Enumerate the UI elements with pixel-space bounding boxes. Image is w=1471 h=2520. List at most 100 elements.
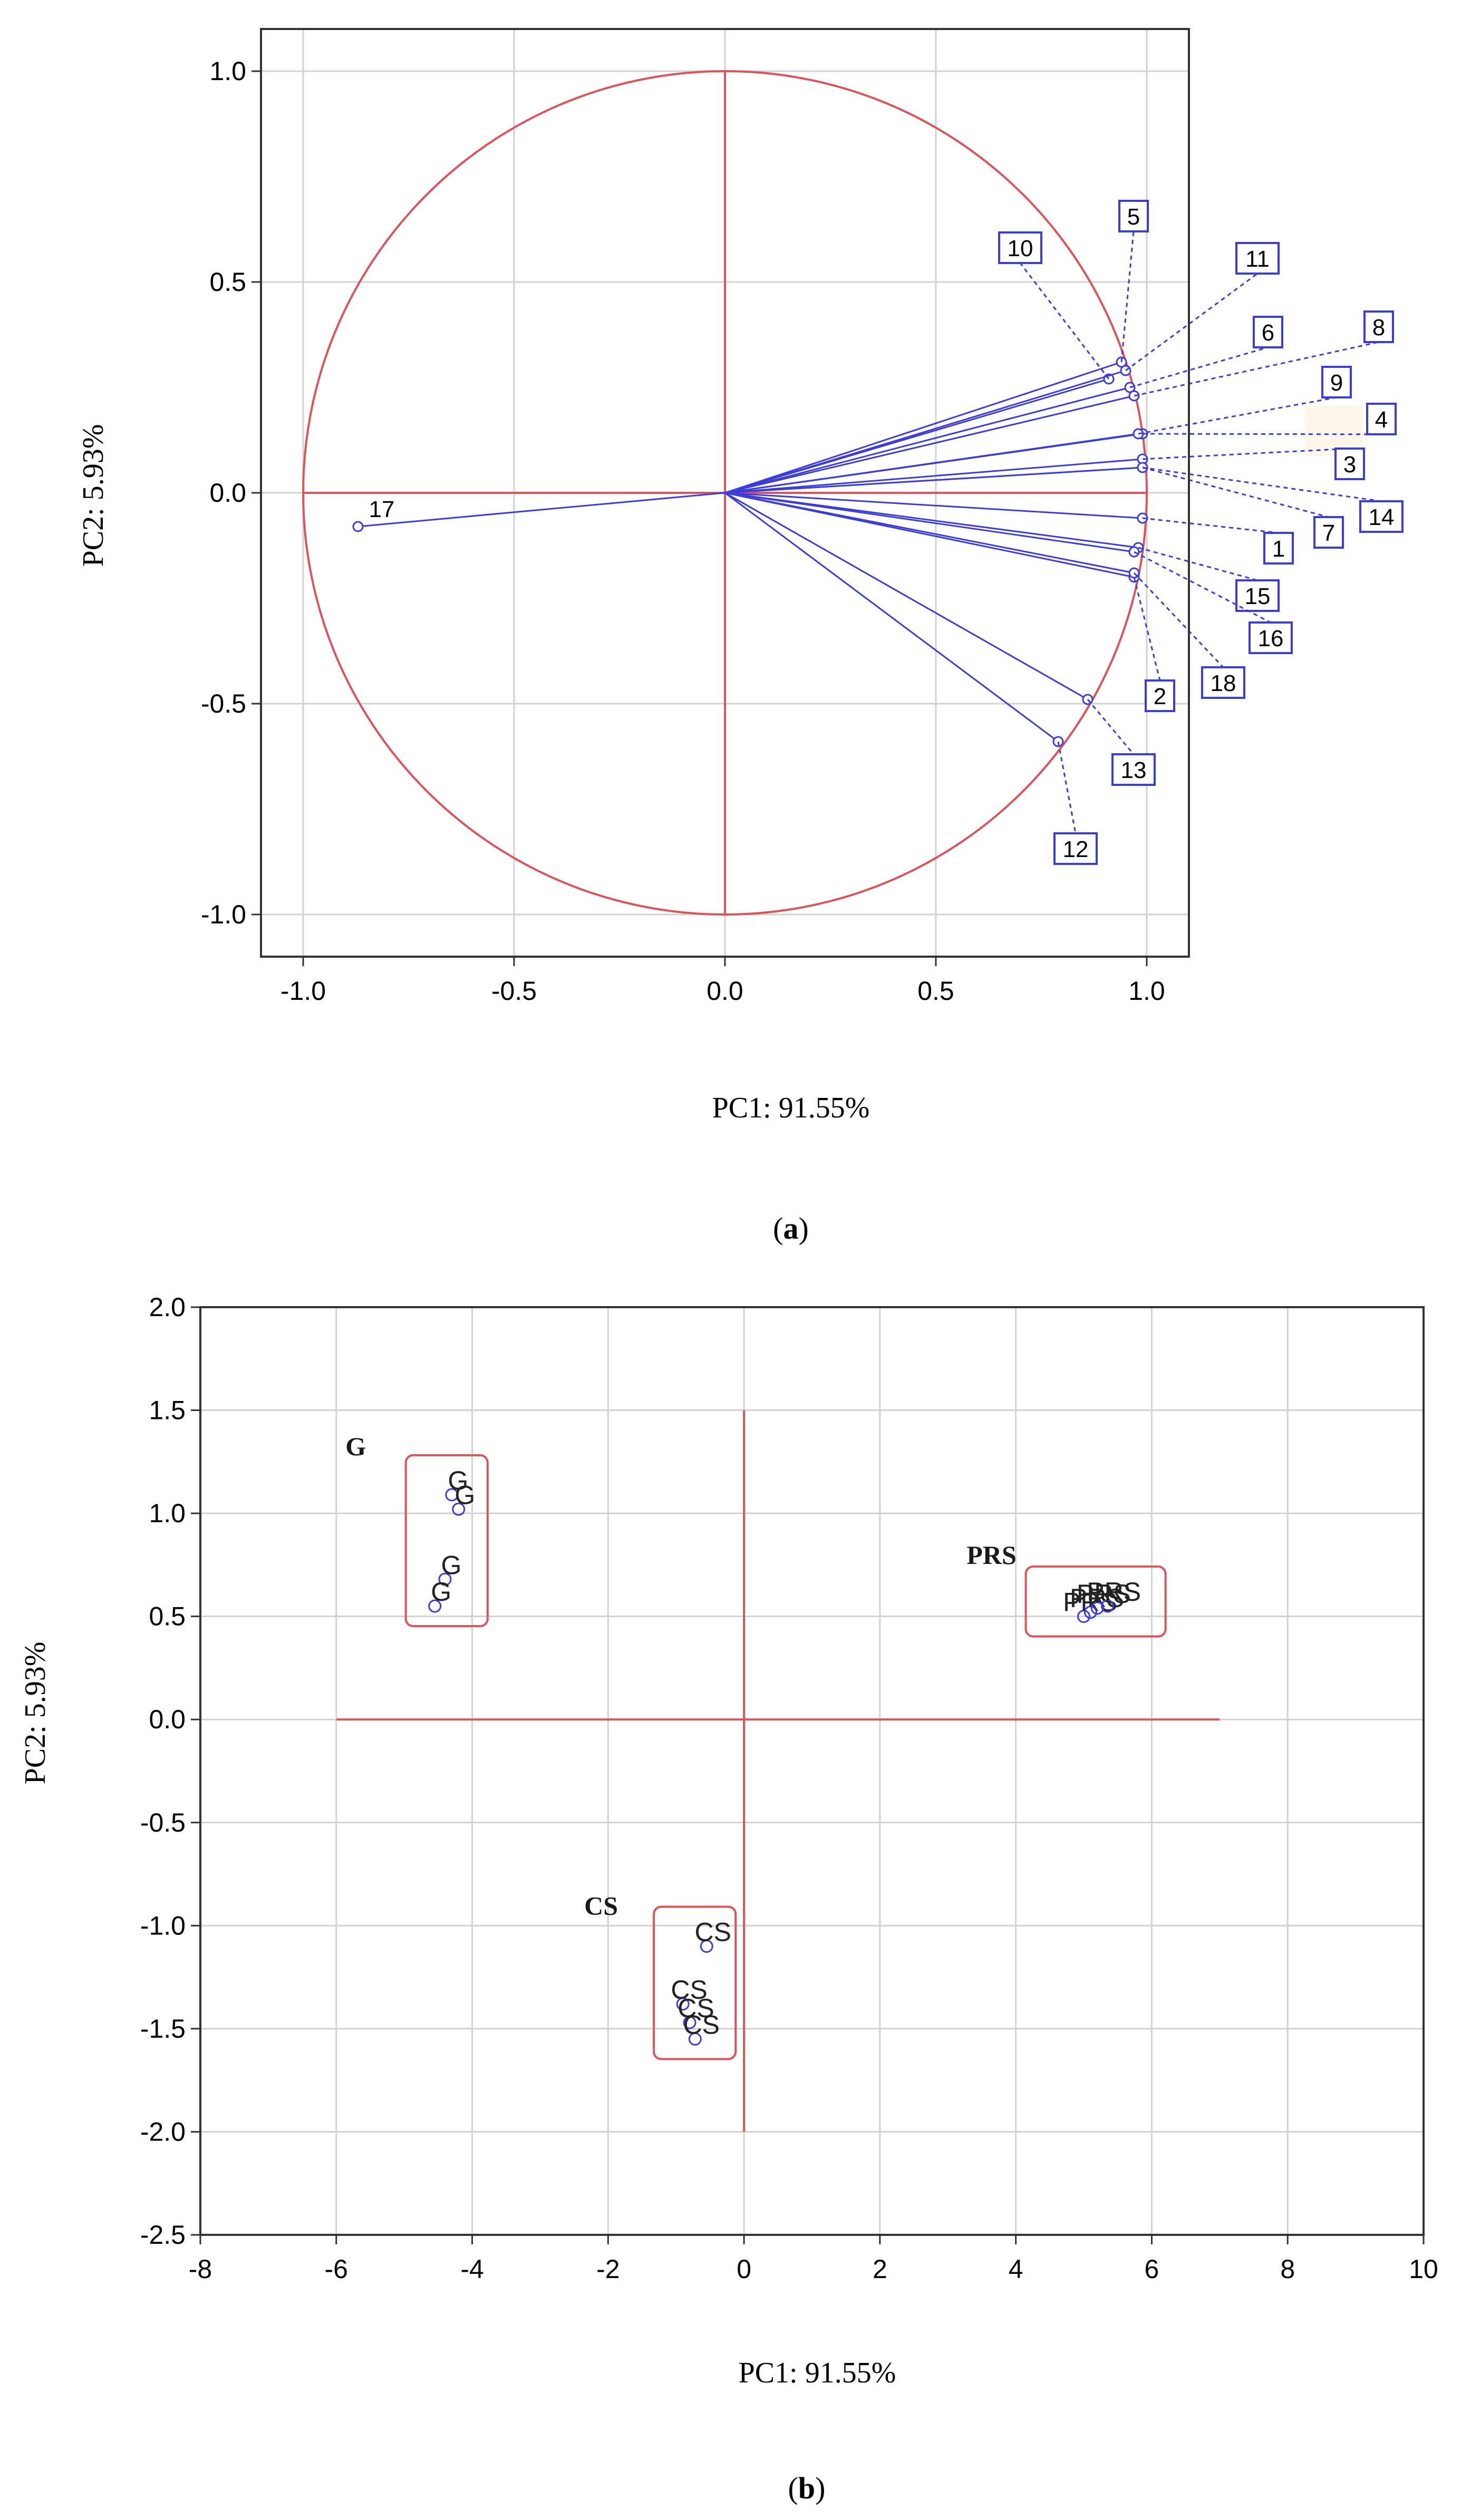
loading-label-box-10 [998, 231, 1042, 264]
panel-b-x-tick-label: 2 [873, 2254, 887, 2284]
panel-a-y-tick-label: -0.5 [201, 689, 246, 718]
loading-label-10: 10 [1008, 236, 1033, 261]
loading-label-box-11 [1235, 242, 1280, 275]
loading-vector-3 [724, 458, 1143, 494]
panel-a-x-tick-label: -1.0 [280, 976, 326, 1006]
score-point-label: G [454, 1480, 475, 1510]
loading-vector-14 [724, 466, 1143, 494]
loading-vector-13 [724, 492, 1088, 700]
loading-leader-11 [1125, 273, 1258, 372]
loading-label-16: 16 [1258, 626, 1284, 651]
score-point-cs [688, 2032, 702, 2046]
loading-vector-11 [724, 369, 1126, 494]
panel-a-y-tick-label: -1.0 [201, 900, 246, 929]
loading-vector-5 [724, 361, 1122, 494]
loading-leader-2 [1133, 577, 1161, 681]
panel-b-x-tick-label: 10 [1409, 2254, 1438, 2284]
score-point-label: CS [683, 2010, 720, 2039]
score-point-cs [683, 2016, 696, 2029]
panel-b-x-tick-label: -4 [460, 2254, 483, 2284]
loading-label-14: 14 [1369, 504, 1395, 530]
score-point-cs [676, 1997, 690, 2011]
panel-b-reference-lines [336, 1410, 1220, 2132]
loading-leader-10 [1019, 262, 1110, 380]
loading-label-8: 8 [1372, 315, 1385, 340]
loading-leader-14 [1142, 466, 1382, 502]
loading-leader-13 [1087, 699, 1135, 755]
loading-label-18: 18 [1211, 670, 1236, 696]
loading-label-box-2 [1145, 679, 1175, 712]
panel-b-y-tick-label: 0.5 [149, 1602, 186, 1631]
loading-leader-7 [1142, 466, 1329, 518]
score-point-prs [1077, 1610, 1091, 1623]
score-point-g [438, 1572, 452, 1586]
panel-b-y-tick-label: -0.5 [140, 1808, 186, 1837]
loading-label-box-14 [1359, 500, 1404, 533]
score-point-label: PRS [1070, 1583, 1124, 1613]
panel-b-x-tick-label: -6 [325, 2254, 348, 2284]
panel-b-frame [199, 1306, 1425, 2236]
loading-vector-8 [724, 395, 1135, 494]
loading-leader-1 [1142, 517, 1279, 534]
score-point-label: G [431, 1577, 451, 1607]
loading-label-box-13 [1111, 753, 1156, 786]
loading-label-15: 15 [1245, 583, 1271, 609]
group-name-g: G [345, 1432, 366, 1461]
panel-b-x-tick-label: 0 [737, 2254, 751, 2284]
loading-label-13: 13 [1121, 757, 1147, 783]
panel-a-caption-letter: a [783, 1211, 799, 1246]
loading-vector-18 [724, 492, 1135, 574]
loading-label-17: 17 [369, 497, 395, 522]
panel-b-x-tick-label: 4 [1009, 2254, 1023, 2284]
group-outline-cs [653, 1905, 737, 2060]
loading-label-4: 4 [1375, 407, 1388, 433]
panel-b-x-tick-label: 6 [1145, 2254, 1159, 2284]
panel-b-tick-labels: -8 -6 -4 -2 0 2 4 6 8 10 2.0 1.5 1.0 0.5 0.0 -0.5 -1.0 -1… [140, 1292, 1438, 2284]
panel-b-y-tick-label: -2.0 [140, 2117, 186, 2146]
loading-label-box-1 [1263, 532, 1294, 565]
score-point-g [452, 1502, 466, 1516]
panel-b-x-tick-label: 8 [1280, 2254, 1295, 2284]
panel-a-y-tick-label: 0.5 [209, 267, 246, 297]
loading-label-3: 3 [1343, 452, 1356, 478]
loading-label-box-9 [1321, 366, 1352, 398]
panel-a-x-tick-label: -0.5 [491, 976, 537, 1006]
loading-vector-9 [724, 433, 1139, 494]
score-point-label: G [441, 1550, 462, 1580]
panel-b-y-tick-label: 1.0 [149, 1499, 186, 1528]
loading-label-box-6 [1253, 316, 1283, 348]
panel-b-y-tick-label: 2.0 [149, 1292, 186, 1322]
score-point-g [428, 1599, 442, 1613]
panel-a-x-tick-label: 1.0 [1128, 976, 1165, 1006]
score-point-label: CS [671, 1975, 707, 2005]
group-outline-prs [1024, 1565, 1167, 1638]
loading-label-box-18 [1201, 666, 1245, 699]
loading-label-5: 5 [1127, 204, 1140, 230]
loading-label-box-8 [1363, 310, 1394, 343]
score-point-prs [1083, 1606, 1097, 1619]
loading-label-2: 2 [1154, 684, 1166, 709]
panel-b-y-tick-label: 1.5 [149, 1396, 186, 1425]
panel-b-plot-area [200, 1307, 1424, 2235]
panel-b-x-tick-label: -8 [189, 2254, 212, 2284]
group-name-prs: PRS [966, 1540, 1016, 1570]
loading-leader-6 [1129, 346, 1269, 388]
loading-label-box-15 [1235, 579, 1280, 612]
panel-b-y-tick-label: 0.0 [149, 1705, 186, 1734]
loading-point-17 [352, 521, 364, 532]
panel-a-tick-labels: -1.0 -0.5 0.0 0.5 1.0 1.0 0.5 0.0 -0.5 -1.0 [201, 56, 1165, 1006]
panel-a-x-tick-label: 0.0 [707, 976, 743, 1006]
loading-vector-15 [724, 492, 1139, 549]
panel-b-caption-letter: b [798, 2471, 815, 2505]
loading-vector-16 [724, 492, 1135, 553]
group-outline-g [404, 1454, 489, 1628]
loading-leader-3 [1142, 447, 1350, 460]
score-point-label: PRS [1087, 1577, 1141, 1607]
panel-a-caption: (a) [773, 1211, 809, 1246]
